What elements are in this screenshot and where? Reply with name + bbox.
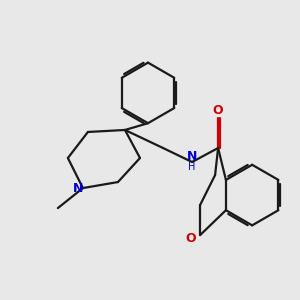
Text: O: O <box>213 104 224 117</box>
Text: H: H <box>188 163 196 172</box>
Text: O: O <box>185 232 196 245</box>
Text: N: N <box>73 182 83 195</box>
Text: N: N <box>187 150 197 163</box>
